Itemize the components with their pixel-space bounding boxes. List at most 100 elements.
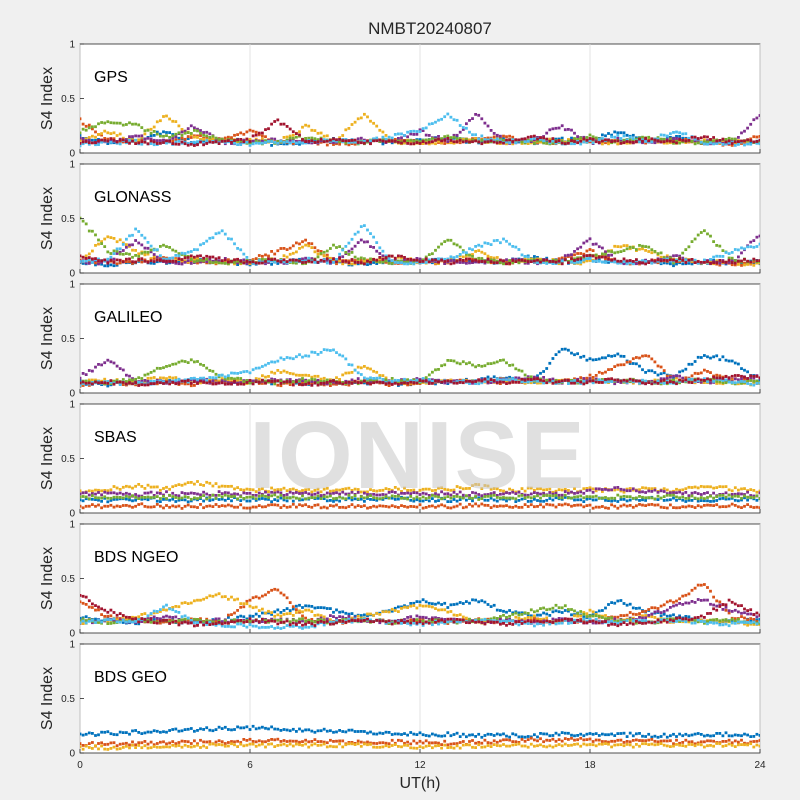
data-point xyxy=(233,262,236,266)
data-point xyxy=(137,384,141,387)
data-point xyxy=(635,356,638,359)
data-point xyxy=(363,262,366,266)
data-point xyxy=(189,378,193,382)
data-point xyxy=(322,138,326,141)
data-point xyxy=(511,140,515,143)
data-point xyxy=(755,116,759,120)
data-point xyxy=(696,141,700,145)
data-point xyxy=(703,142,706,146)
data-point xyxy=(137,138,141,142)
data-point xyxy=(140,140,144,144)
data-point xyxy=(208,255,212,259)
data-point xyxy=(449,500,453,503)
data-point xyxy=(458,245,462,249)
data-point xyxy=(174,249,178,253)
data-point xyxy=(505,260,508,263)
data-point xyxy=(684,378,688,382)
data-point xyxy=(659,140,663,144)
data-point xyxy=(174,260,178,263)
data-point xyxy=(505,361,508,365)
data-point xyxy=(687,258,691,262)
data-point xyxy=(477,249,481,252)
data-point xyxy=(622,498,626,501)
data-point xyxy=(356,261,360,264)
data-point xyxy=(186,361,190,364)
data-point xyxy=(282,136,286,139)
data-point xyxy=(730,359,734,363)
data-point xyxy=(597,255,601,259)
data-point xyxy=(517,258,521,262)
data-point xyxy=(678,370,681,374)
data-point xyxy=(557,257,561,261)
data-point xyxy=(109,252,113,255)
data-point xyxy=(177,124,181,128)
data-point xyxy=(94,130,97,134)
data-point xyxy=(196,382,199,385)
data-point xyxy=(347,249,351,253)
data-point xyxy=(718,376,722,380)
data-point xyxy=(746,370,749,374)
data-point xyxy=(625,133,629,137)
data-point xyxy=(418,260,422,264)
data-point xyxy=(152,130,156,133)
data-point xyxy=(718,497,722,501)
data-point xyxy=(554,353,558,356)
data-point xyxy=(468,247,471,251)
data-point xyxy=(393,378,397,382)
data-point xyxy=(576,379,579,383)
data-point xyxy=(576,252,579,255)
data-point xyxy=(495,381,499,385)
data-point xyxy=(597,138,601,141)
data-point xyxy=(545,258,549,262)
data-point xyxy=(415,132,419,136)
data-point xyxy=(468,253,471,257)
data-point xyxy=(650,379,654,383)
data-point xyxy=(724,251,728,254)
data-point xyxy=(502,380,505,384)
data-point xyxy=(106,257,110,261)
data-point xyxy=(393,133,397,136)
data-point xyxy=(613,354,617,358)
data-point xyxy=(452,261,456,265)
data-point xyxy=(332,257,335,260)
data-point xyxy=(752,135,756,139)
data-point xyxy=(301,140,304,144)
data-point xyxy=(492,258,496,262)
data-point xyxy=(390,262,394,265)
data-point xyxy=(298,373,301,377)
data-point xyxy=(635,248,638,251)
data-point xyxy=(97,503,100,507)
data-point xyxy=(434,142,437,146)
data-point xyxy=(155,260,159,264)
data-point xyxy=(483,498,487,502)
data-point xyxy=(378,374,382,377)
data-point xyxy=(131,139,134,143)
data-point xyxy=(582,382,586,386)
data-point xyxy=(502,134,505,138)
data-point xyxy=(443,115,447,119)
data-point xyxy=(186,131,190,134)
data-point xyxy=(709,141,712,145)
data-point xyxy=(446,140,450,143)
data-point xyxy=(350,237,354,241)
data-point xyxy=(650,260,654,263)
data-point xyxy=(724,378,728,382)
data-point xyxy=(375,376,379,380)
data-point xyxy=(80,379,82,382)
data-point xyxy=(542,139,545,143)
data-point xyxy=(180,359,184,363)
data-point xyxy=(301,355,304,359)
data-point xyxy=(693,360,697,363)
data-point xyxy=(239,138,243,141)
data-point xyxy=(390,259,394,262)
data-point xyxy=(622,363,626,367)
data-point xyxy=(109,236,113,239)
data-point xyxy=(644,249,647,252)
data-point xyxy=(356,381,360,384)
data-point xyxy=(489,243,493,246)
data-point xyxy=(412,129,416,133)
data-point xyxy=(610,368,613,371)
data-point xyxy=(329,381,332,385)
data-point xyxy=(641,135,644,139)
data-point xyxy=(678,131,681,135)
